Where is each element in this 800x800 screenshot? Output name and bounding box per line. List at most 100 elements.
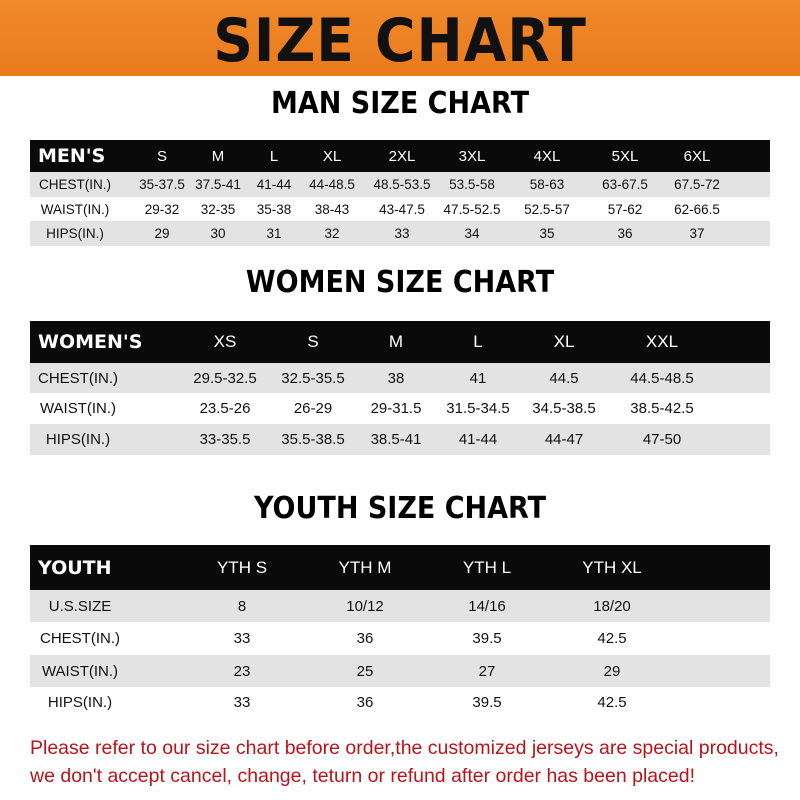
measurement-label: WAIST(IN.) — [41, 662, 119, 680]
table-row: HIPS(IN.) 33-35.5 35.5-38.5 38.5-41 41-44 44-… — [30, 424, 770, 455]
men-section-title: MAN SIZE CHART — [271, 86, 529, 121]
size-value-cell: 29 — [603, 662, 621, 680]
size-value-cell: 23.5-26 — [199, 400, 251, 417]
size-value-cell: 23 — [233, 662, 251, 680]
size-value-cell: 36 — [356, 630, 374, 647]
size-value-cell: 31.5-34.5 — [446, 400, 510, 417]
measurement-label: HIPS(IN.) — [45, 431, 111, 448]
women-size-table: WOMEN'S XS S M L XL XXL CHEST(IN.) 29.5-32.5 32.5… — [30, 321, 770, 455]
women-section-title: WOMEN SIZE CHART — [245, 265, 555, 300]
size-value-cell: 32.5-35.5 — [281, 369, 345, 387]
size-value-cell: 32 — [324, 226, 340, 241]
measurement-label: WAIST(IN.) — [40, 201, 110, 217]
size-value-cell: 25 — [356, 662, 374, 680]
table-row: CHEST(IN.) 35-37.5 37.5-41 41-44 44-48.5 48.5… — [30, 172, 770, 197]
size-value-cell: 35.5-38.5 — [281, 431, 345, 448]
size-value-cell: 33 — [233, 694, 251, 711]
size-value-cell: 39.5 — [472, 630, 502, 647]
size-value-cell: 10/12 — [346, 597, 384, 615]
measurement-label: CHEST(IN.) — [40, 630, 120, 647]
size-value-cell: 44-47 — [544, 431, 584, 448]
size-header-cell: 4XL — [533, 147, 561, 165]
size-value-cell: 35 — [539, 226, 555, 241]
size-value-cell: 62-66.5 — [674, 201, 720, 217]
size-value-cell: 29 — [154, 226, 170, 241]
size-value-cell: 35-38 — [256, 201, 292, 217]
size-header-cell: YTH L — [462, 557, 512, 577]
table-row: HIPS(IN.) 29 30 31 32 33 34 35 36 37 — [30, 221, 770, 246]
table-row: U.S.SIZE 8 10/12 14/16 18/20 — [30, 590, 770, 622]
size-header-cell: 2XL — [388, 147, 416, 165]
size-value-cell: 38.5-41 — [370, 431, 422, 448]
measurement-label: U.S.SIZE — [48, 597, 112, 615]
size-value-cell: 31 — [266, 226, 282, 241]
table-row: CHEST(IN.) 29.5-32.5 32.5-35.5 38 41 44.5 44.5… — [30, 363, 770, 393]
size-header-cell: S — [156, 147, 168, 165]
size-value-cell: 36 — [617, 226, 633, 241]
size-value-cell: 48.5-53.5 — [373, 177, 431, 192]
banner: SIZE CHART — [0, 0, 800, 76]
size-header-cell: XXL — [645, 332, 679, 351]
size-value-cell: 26-29 — [293, 400, 333, 417]
size-value-cell: 8 — [237, 597, 247, 615]
disclaimer-line-1: Please refer to our size chart before or… — [30, 737, 779, 759]
size-value-cell: 47-50 — [642, 431, 682, 448]
size-value-cell: 53.5-58 — [449, 177, 495, 192]
size-header-cell: XL — [553, 332, 575, 351]
size-value-cell: 42.5 — [597, 630, 627, 647]
size-value-cell: 37.5-41 — [195, 177, 241, 192]
measurement-label: CHEST(IN.) — [39, 177, 111, 192]
size-value-cell: 67.5-72 — [674, 177, 720, 192]
size-value-cell: 35-37.5 — [139, 177, 185, 192]
measurement-label: HIPS(IN.) — [47, 694, 113, 711]
table-header-row: YOUTH YTH S YTH M YTH L YTH XL — [30, 545, 770, 590]
table-header-row: WOMEN'S XS S M L XL XXL — [30, 321, 770, 363]
size-header-cell: XL — [322, 147, 342, 165]
size-header-cell: L — [473, 332, 483, 351]
size-value-cell: 44.5 — [549, 369, 579, 387]
size-value-cell: 41-44 — [458, 431, 498, 448]
size-value-cell: 27 — [478, 662, 496, 680]
size-value-cell: 36 — [356, 694, 374, 711]
table-row: HIPS(IN.) 33 36 39.5 42.5 — [30, 687, 770, 718]
table-row: CHEST(IN.) 33 36 39.5 42.5 — [30, 622, 770, 655]
size-header-cell: 5XL — [611, 147, 639, 165]
size-value-cell: 39.5 — [472, 694, 502, 711]
youth-size-table: YOUTH YTH S YTH M YTH L YTH XL U.S.SIZE 8 10/12… — [30, 545, 770, 718]
size-header-cell: YTH M — [338, 557, 392, 577]
size-value-cell: 14/16 — [468, 597, 506, 615]
size-header-cell: M — [211, 147, 225, 165]
size-value-cell: 34 — [464, 226, 480, 241]
table-title-cell: YOUTH — [38, 556, 112, 579]
size-value-cell: 33 — [394, 226, 410, 241]
banner-title: SIZE CHART — [213, 6, 587, 76]
table-title-cell: WOMEN'S — [38, 331, 143, 353]
size-header-cell: M — [388, 332, 404, 351]
size-value-cell: 63-67.5 — [602, 177, 648, 192]
size-value-cell: 44-48.5 — [309, 177, 355, 192]
measurement-label: HIPS(IN.) — [46, 226, 104, 241]
size-header-cell: XS — [213, 332, 237, 351]
size-value-cell: 44.5-48.5 — [630, 369, 694, 387]
measurement-label: WAIST(IN.) — [39, 400, 117, 417]
size-header-cell: YTH XL — [582, 557, 642, 577]
table-row: WAIST(IN.) 23.5-26 26-29 29-31.5 31.5-34.5 34… — [30, 393, 770, 424]
size-value-cell: 33 — [233, 630, 251, 647]
size-value-cell: 18/20 — [593, 597, 631, 615]
size-value-cell: 33-35.5 — [199, 431, 251, 448]
size-value-cell: 38 — [387, 369, 405, 387]
size-value-cell: 38.5-42.5 — [630, 400, 694, 417]
size-header-cell: S — [307, 332, 319, 351]
men-size-table: MEN'S S M L XL 2XL 3XL 4XL 5XL 6XL CHEST(IN.) 35-37… — [30, 140, 770, 246]
size-value-cell: 29.5-32.5 — [193, 369, 257, 387]
size-value-cell: 29-31.5 — [370, 400, 422, 417]
size-value-cell: 29-32 — [144, 201, 180, 217]
table-header-row: MEN'S S M L XL 2XL 3XL 4XL 5XL 6XL — [30, 140, 770, 172]
size-value-cell: 57-62 — [607, 201, 643, 217]
youth-section-title: YOUTH SIZE CHART — [253, 491, 547, 526]
size-value-cell: 37 — [689, 226, 705, 241]
size-header-cell: 6XL — [683, 147, 711, 165]
size-value-cell: 41-44 — [256, 177, 292, 192]
size-header-cell: YTH S — [216, 557, 268, 577]
size-value-cell: 32-35 — [200, 201, 236, 217]
